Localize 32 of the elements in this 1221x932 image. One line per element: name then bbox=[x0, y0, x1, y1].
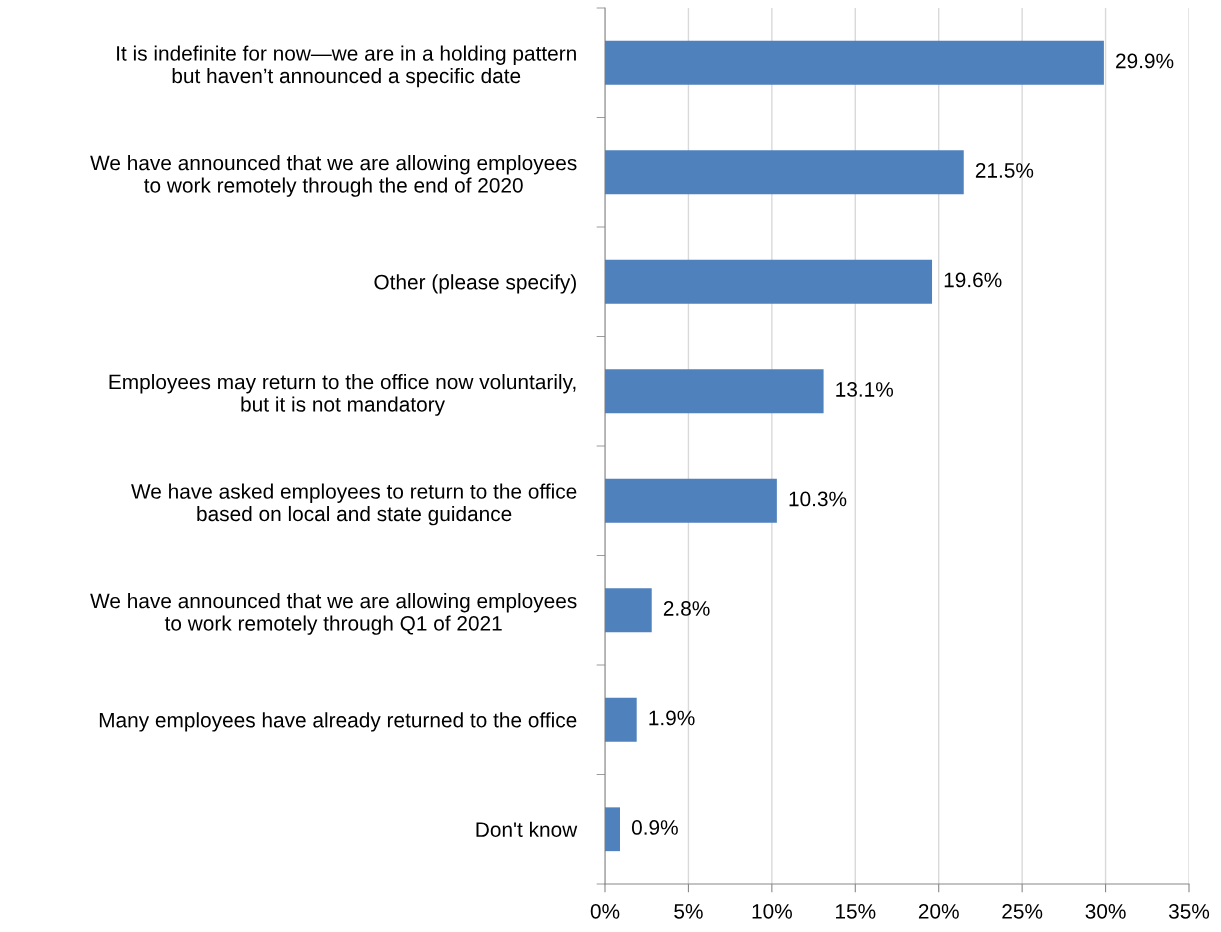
y-tick-label: Other (please specify) bbox=[374, 274, 576, 294]
data-label: 19.6% bbox=[944, 272, 1002, 288]
x-tick-label: 20% bbox=[918, 903, 959, 919]
bar bbox=[605, 478, 777, 523]
x-tick-label: 0% bbox=[590, 903, 620, 919]
y-tick-label: Don't know bbox=[476, 821, 578, 837]
bar bbox=[605, 150, 964, 195]
data-label: 29.9% bbox=[1116, 53, 1174, 69]
bar bbox=[605, 588, 652, 633]
x-tick-label: 35% bbox=[1168, 903, 1210, 919]
y-tick-label: Employees may return to the office now voluntarily, but it is not mandatory bbox=[109, 373, 576, 416]
bar bbox=[605, 40, 1104, 85]
x-tick-label: 15% bbox=[836, 904, 876, 919]
bar bbox=[605, 259, 933, 304]
bar bbox=[605, 369, 824, 414]
x-tick-label: 30% bbox=[1085, 903, 1126, 919]
data-label: 13.1% bbox=[836, 382, 894, 397]
data-label: 0.9% bbox=[631, 820, 678, 835]
data-label: 2.8% bbox=[663, 601, 710, 616]
data-label: 21.5% bbox=[975, 163, 1034, 178]
y-tick-label: We have announced that we are allowing employees to work remotely through Q1 of 2021 bbox=[90, 592, 577, 635]
y-tick-label: We have asked employees to return to the office based on local and state guidance bbox=[131, 483, 577, 526]
x-tick-label: 25% bbox=[1002, 903, 1043, 919]
bar bbox=[605, 697, 637, 742]
x-tick-label: 10% bbox=[752, 903, 792, 919]
y-tick-label: It is indefinite for now—we are in a holding pattern but haven’t announced a specific date bbox=[117, 45, 576, 88]
bar bbox=[605, 807, 621, 852]
data-label: 1.9% bbox=[649, 710, 695, 726]
x-tick-label: 5% bbox=[674, 904, 703, 919]
y-tick-label: Many employees have already returned to the office bbox=[99, 712, 577, 732]
data-label: 10.3% bbox=[789, 491, 847, 507]
y-tick-label: We have announced that we are allowing employees to work remotely through the end of 2020 bbox=[90, 154, 577, 197]
